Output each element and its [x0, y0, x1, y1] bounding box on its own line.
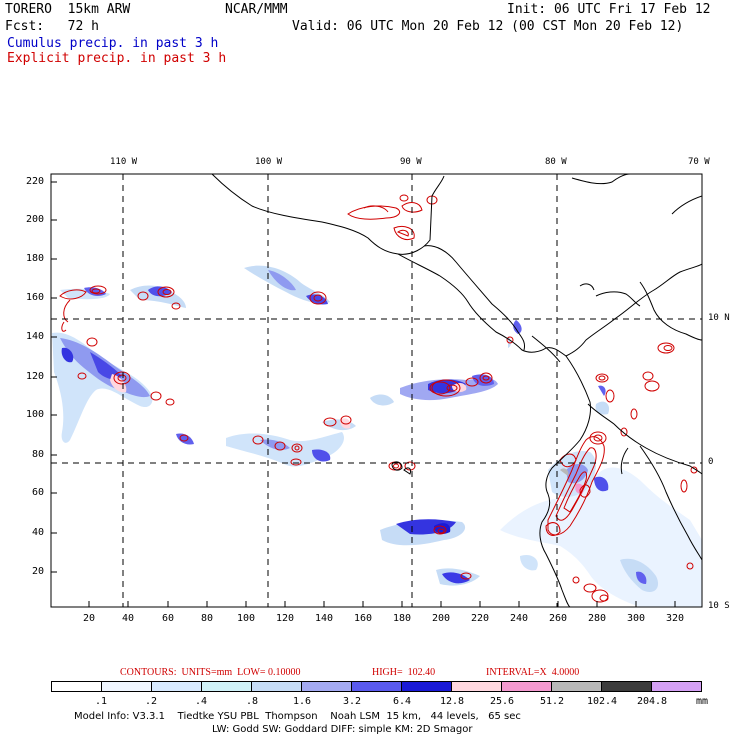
legend-swatch	[602, 682, 652, 691]
x-tick-label: 40	[122, 613, 135, 624]
x-tick-label: 80	[201, 613, 214, 624]
field2-title: Explicit precip. in past 3 h	[7, 51, 227, 66]
lat-label-10s: 10 S	[708, 601, 730, 611]
cumulus-precip-shading	[52, 265, 702, 607]
legend-tick-label: .1	[94, 696, 108, 707]
legend-tick-label: 102.4	[586, 696, 618, 707]
x-tick-label: 240	[510, 613, 529, 624]
y-tick-label: 160	[26, 292, 45, 303]
legend-swatch	[152, 682, 202, 691]
legend-units: mm	[696, 696, 709, 707]
x-tick-label: 280	[588, 613, 607, 624]
coastlines	[211, 174, 702, 607]
x-tick-label: 220	[471, 613, 490, 624]
org-label: NCAR/MMM	[225, 2, 288, 17]
y-tick-label: 80	[32, 449, 45, 460]
legend-swatch	[402, 682, 452, 691]
legend-swatch	[102, 682, 152, 691]
legend-tick-label: 1.6	[292, 696, 312, 707]
lon-label-80w: 80 W	[545, 157, 567, 167]
legend-tick-label: 6.4	[392, 696, 412, 707]
model-physics: LW: Godd SW: Goddard DIFF: simple KM: 2D…	[212, 724, 473, 735]
lon-label-90w: 90 W	[400, 157, 422, 167]
x-tick-label: 20	[83, 613, 96, 624]
x-tick-label: 300	[627, 613, 646, 624]
legend-tick-label: .4	[194, 696, 208, 707]
x-tick-label: 200	[432, 613, 451, 624]
legend-tick-label: .8	[245, 696, 259, 707]
legend-tick-label: 51.2	[539, 696, 565, 707]
x-tick-label: 120	[276, 613, 295, 624]
y-tick-label: 180	[26, 253, 45, 264]
x-tick-label: 160	[354, 613, 373, 624]
lat-label-10n: 10 N	[708, 313, 730, 323]
legend-swatch	[502, 682, 552, 691]
legend-swatch	[302, 682, 352, 691]
x-tick-label: 140	[315, 613, 334, 624]
model-title: TORERO 15km ARW	[5, 2, 131, 17]
x-tick-label: 260	[549, 613, 568, 624]
explicit-precip-contours	[59, 194, 698, 603]
y-tick-label: 60	[32, 487, 45, 498]
lon-label-110w: 110 W	[110, 157, 138, 167]
contour-high: HIGH= 102.40	[372, 667, 436, 678]
valid-time: Valid: 06 UTC Mon 20 Feb 12 (00 CST Mon …	[292, 19, 684, 34]
y-tick-label: 220	[26, 176, 45, 187]
latlon-grid	[51, 174, 702, 607]
legend-swatch	[352, 682, 402, 691]
legend-swatch	[252, 682, 302, 691]
y-tick-label: 20	[32, 566, 45, 577]
lat-label-0: 0	[708, 457, 714, 467]
axis-ticks	[51, 181, 676, 607]
x-tick-label: 60	[162, 613, 175, 624]
legend-tick-label: 3.2	[342, 696, 362, 707]
y-tick-label: 120	[26, 371, 45, 382]
legend-tick-label: .2	[144, 696, 158, 707]
x-tick-label: 100	[237, 613, 256, 624]
x-tick-label: 180	[393, 613, 412, 624]
legend-tick-label: 25.6	[489, 696, 515, 707]
y-tick-label: 140	[26, 331, 45, 342]
map-frame	[50, 173, 703, 608]
legend-swatch	[52, 682, 102, 691]
legend-swatch	[452, 682, 502, 691]
contour-info: CONTOURS: UNITS=mm LOW= 0.10000	[120, 667, 301, 678]
legend-swatch	[652, 682, 701, 691]
model-info: Model Info: V3.3.1 Tiedtke YSU PBL Thomp…	[74, 711, 521, 722]
init-time: Init: 06 UTC Fri 17 Feb 12	[507, 2, 711, 17]
field1-title: Cumulus precip. in past 3 h	[7, 36, 219, 51]
legend-tick-label: 12.8	[439, 696, 465, 707]
lon-label-70w: 70 W	[688, 157, 710, 167]
x-tick-label: 320	[666, 613, 685, 624]
contour-interval: INTERVAL=X 4.0000	[486, 667, 580, 678]
y-tick-label: 200	[26, 214, 45, 225]
legend-swatch	[552, 682, 602, 691]
legend-tick-label: 204.8	[636, 696, 668, 707]
y-tick-label: 100	[26, 409, 45, 420]
precip-color-legend	[51, 681, 702, 692]
y-tick-label: 40	[32, 527, 45, 538]
legend-swatch	[202, 682, 252, 691]
lon-label-100w: 100 W	[255, 157, 283, 167]
forecast-hour: Fcst: 72 h	[5, 19, 99, 34]
